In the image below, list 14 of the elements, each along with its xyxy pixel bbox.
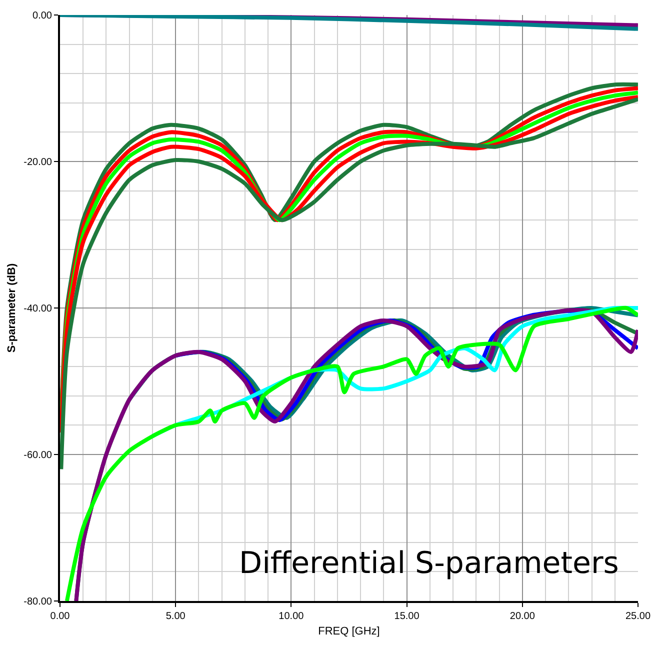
y-tick-label: -60.00: [24, 450, 52, 461]
y-tick-label: -80.00: [24, 596, 52, 608]
x-tick-label: 5.00: [166, 611, 186, 622]
x-tick-label: 15.00: [394, 611, 420, 622]
annotation: Differential S-parameters: [239, 546, 619, 581]
x-tick-label: 10.00: [278, 611, 304, 622]
y-tick-label: -40.00: [24, 304, 52, 314]
x-tick-label: 25.00: [625, 611, 651, 622]
y-axis-title: S-parameter (dB): [6, 263, 18, 353]
x-tick-label: 0.00: [50, 611, 70, 622]
y-tick-label: 0.00: [32, 10, 52, 22]
x-axis-title: FREQ [GHz]: [318, 626, 380, 638]
y-tick-label: -20.00: [24, 157, 52, 168]
x-tick-label: 20.00: [510, 611, 536, 622]
